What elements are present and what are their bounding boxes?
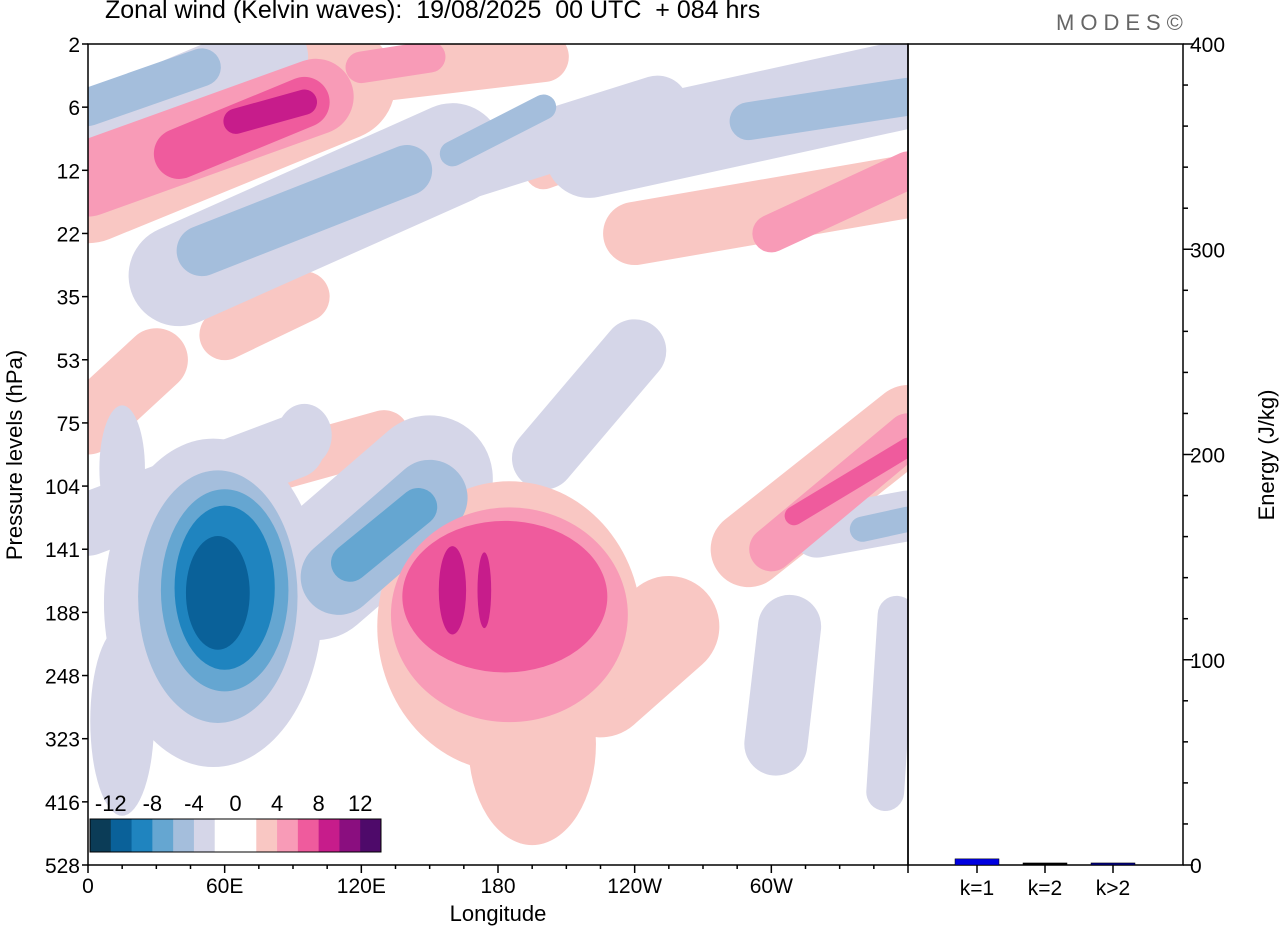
colorbar-label: -4	[184, 791, 204, 816]
bar-label: k=2	[1028, 877, 1062, 900]
contour-blob	[90, 626, 155, 816]
y-tick-label: 528	[45, 855, 80, 878]
energy-tick-label: 300	[1190, 239, 1225, 262]
y-tick-label: 141	[45, 539, 80, 562]
y-axis-label: Pressure levels (hPa)	[2, 350, 27, 560]
y-tick-label: 75	[57, 413, 80, 436]
energy-bar	[954, 858, 1000, 866]
contour-band	[752, 151, 908, 253]
y-tick-label: 53	[57, 350, 80, 373]
x-tick-label: 60W	[750, 875, 793, 898]
energy-bars: k=1 k=2 k>2	[954, 858, 1136, 900]
contour-band	[88, 48, 221, 127]
colorbar-frame	[89, 818, 382, 853]
colorbar-swatch	[360, 819, 382, 852]
contour-band	[744, 594, 822, 776]
colorbar-label: 0	[229, 791, 241, 816]
energy-tick-label: 0	[1190, 855, 1202, 878]
x-tick-label: 180	[480, 875, 515, 898]
bar-label: k=1	[960, 877, 994, 900]
colorbar-swatch	[297, 819, 320, 852]
contour-band	[223, 89, 318, 134]
y-tick-label: 416	[45, 792, 80, 815]
energy-bar	[1022, 862, 1068, 866]
contour-band	[330, 487, 438, 582]
x-axis-label: Longitude	[450, 901, 547, 926]
y-tick-label: 35	[57, 287, 80, 310]
y-tick-label: 2	[68, 34, 80, 57]
energy-axis-label: Energy (J/kg)	[1254, 390, 1279, 521]
modes-logo: MODES©	[1056, 10, 1189, 35]
contour-band	[511, 319, 667, 490]
colorbar-label: -8	[143, 791, 163, 816]
colorbar-swatch	[235, 819, 257, 852]
contour-band	[866, 595, 908, 812]
contour-band	[345, 44, 446, 84]
contour-band	[784, 437, 908, 526]
colorbar-swatch	[214, 819, 236, 852]
colorbar-swatch	[90, 819, 112, 852]
contour-band	[88, 328, 188, 455]
y-tick-label: 323	[45, 729, 80, 752]
contour-blob	[477, 552, 492, 629]
energy-frame	[907, 43, 1184, 866]
x-tick-label: 0	[82, 875, 94, 898]
contour-blob	[438, 546, 467, 635]
contour-field	[88, 44, 908, 846]
contour-blob	[99, 405, 145, 532]
y-tick-label: 6	[68, 97, 80, 120]
contour-blob	[185, 536, 250, 650]
colorbar-label: -12	[95, 791, 127, 816]
y-tick-label: 22	[57, 223, 80, 246]
x-tick-label: 120E	[337, 875, 386, 898]
colorbar-swatch	[256, 819, 278, 852]
colorbar: -12 -8 -4 0 4 8 12	[89, 791, 382, 853]
contour-band	[729, 77, 908, 141]
y-tick-label: 248	[45, 666, 80, 689]
colorbar-swatch	[152, 819, 174, 852]
colorbar-swatch	[318, 819, 340, 852]
contour-blob	[402, 520, 608, 673]
energy-tick-label: 100	[1190, 650, 1225, 673]
x-tick-label: 120W	[607, 875, 662, 898]
colorbar-label: 12	[348, 791, 372, 816]
contour-blob	[277, 403, 332, 467]
chart-title: Zonal wind (Kelvin waves): 19/08/2025 00…	[105, 0, 761, 24]
y-tick-label: 104	[45, 476, 80, 499]
energy-bar	[1090, 862, 1136, 866]
contour-band	[849, 506, 908, 542]
energy-tick-label: 200	[1190, 445, 1225, 468]
contour-band	[439, 94, 557, 167]
colorbar-swatch	[193, 819, 216, 852]
contour-band	[176, 145, 433, 277]
colorbar-swatch	[173, 819, 195, 852]
y-tick-label: 188	[45, 602, 80, 625]
colorbar-swatch	[110, 819, 133, 852]
colorbar-label: 8	[313, 791, 325, 816]
colorbar-label: 4	[271, 791, 283, 816]
colorbar-swatch	[339, 819, 361, 852]
bar-label: k>2	[1096, 877, 1130, 900]
energy-tick-label: 400	[1190, 34, 1225, 57]
colorbar-swatch	[277, 819, 299, 852]
y-tick-label: 12	[57, 160, 80, 183]
colorbar-swatch	[131, 819, 153, 852]
x-tick-label: 60E	[206, 875, 243, 898]
contour-band	[199, 271, 330, 361]
